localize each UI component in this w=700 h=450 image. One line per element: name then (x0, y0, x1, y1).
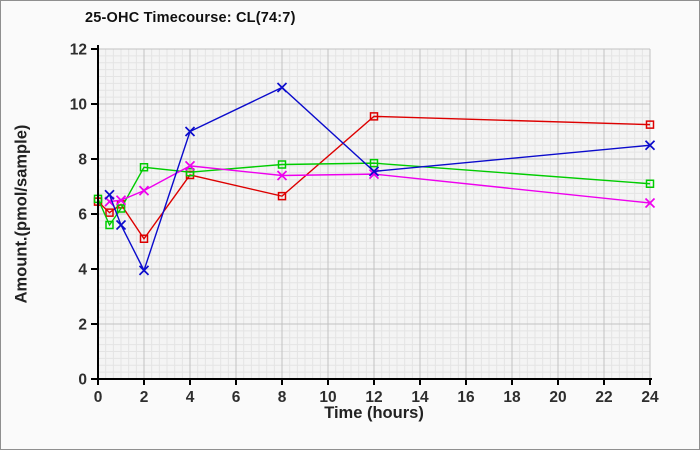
data-point-marker (644, 197, 656, 209)
y-tick-label: 12 (70, 42, 87, 59)
x-tick-label: 0 (94, 389, 103, 406)
x-tick-label: 2 (140, 389, 149, 406)
data-point-marker (184, 126, 196, 137)
y-tick-label: 4 (78, 262, 87, 279)
x-tick-labels: 0 2 4 6 8 10 12 14 16 18 20 22 24 (94, 389, 659, 406)
y-tick-label: 2 (78, 317, 87, 334)
data-point-marker (185, 167, 195, 177)
chart-title: 25-OHC Timecourse: CL(74:7) (85, 10, 296, 26)
data-point-marker (276, 82, 288, 93)
green-series (93, 158, 655, 230)
data-point-marker (369, 158, 379, 168)
data-point-marker (105, 208, 114, 217)
x-axis-title: Time (hours) (324, 404, 424, 422)
x-tick-label: 14 (411, 389, 429, 406)
y-tick-label: 8 (78, 152, 87, 169)
y-tick-label: 6 (78, 207, 87, 224)
y-tick-label: 0 (78, 372, 87, 389)
data-point-marker (139, 163, 149, 172)
data-point-marker (368, 166, 380, 177)
major-gridlines (98, 48, 651, 379)
data-point-marker (139, 234, 149, 243)
green-series-markers (93, 158, 655, 230)
data-point-marker (116, 204, 126, 213)
blue-series (104, 82, 656, 276)
x-tick-label: 4 (186, 389, 195, 406)
y-tick-label: 10 (70, 97, 87, 114)
data-point-marker (644, 140, 656, 151)
y-axis-title: Amount.(pmol/sample) (12, 124, 31, 304)
data-point-marker (104, 189, 115, 200)
data-point-marker (645, 120, 655, 129)
blue-series-markers (104, 82, 656, 276)
x-tick-label: 12 (365, 389, 382, 406)
x-tick-label: 18 (503, 389, 521, 406)
data-point-marker (184, 160, 196, 171)
data-point-marker (277, 160, 287, 169)
data-point-marker (115, 195, 127, 206)
data-point-marker (277, 191, 287, 201)
data-point-marker (105, 220, 114, 230)
x-tick-label: 16 (457, 389, 475, 406)
x-tick-label: 6 (232, 389, 241, 406)
data-point-marker (138, 265, 150, 276)
x-tick-label: 10 (319, 389, 336, 406)
y-tick-labels: 0 2 4 6 8 10 12 (70, 42, 88, 389)
data-point-marker (645, 179, 655, 188)
data-point-marker (369, 112, 379, 121)
data-point-marker (138, 185, 150, 196)
x-tick-label: 24 (641, 389, 659, 406)
axis-ticks (91, 48, 651, 385)
data-point-marker (276, 170, 288, 181)
red-series-line (97, 115, 651, 240)
x-tick-label: 8 (278, 389, 287, 406)
data-point-marker (115, 219, 127, 231)
x-tick-label: 22 (595, 389, 612, 406)
x-tick-label: 20 (549, 389, 566, 406)
